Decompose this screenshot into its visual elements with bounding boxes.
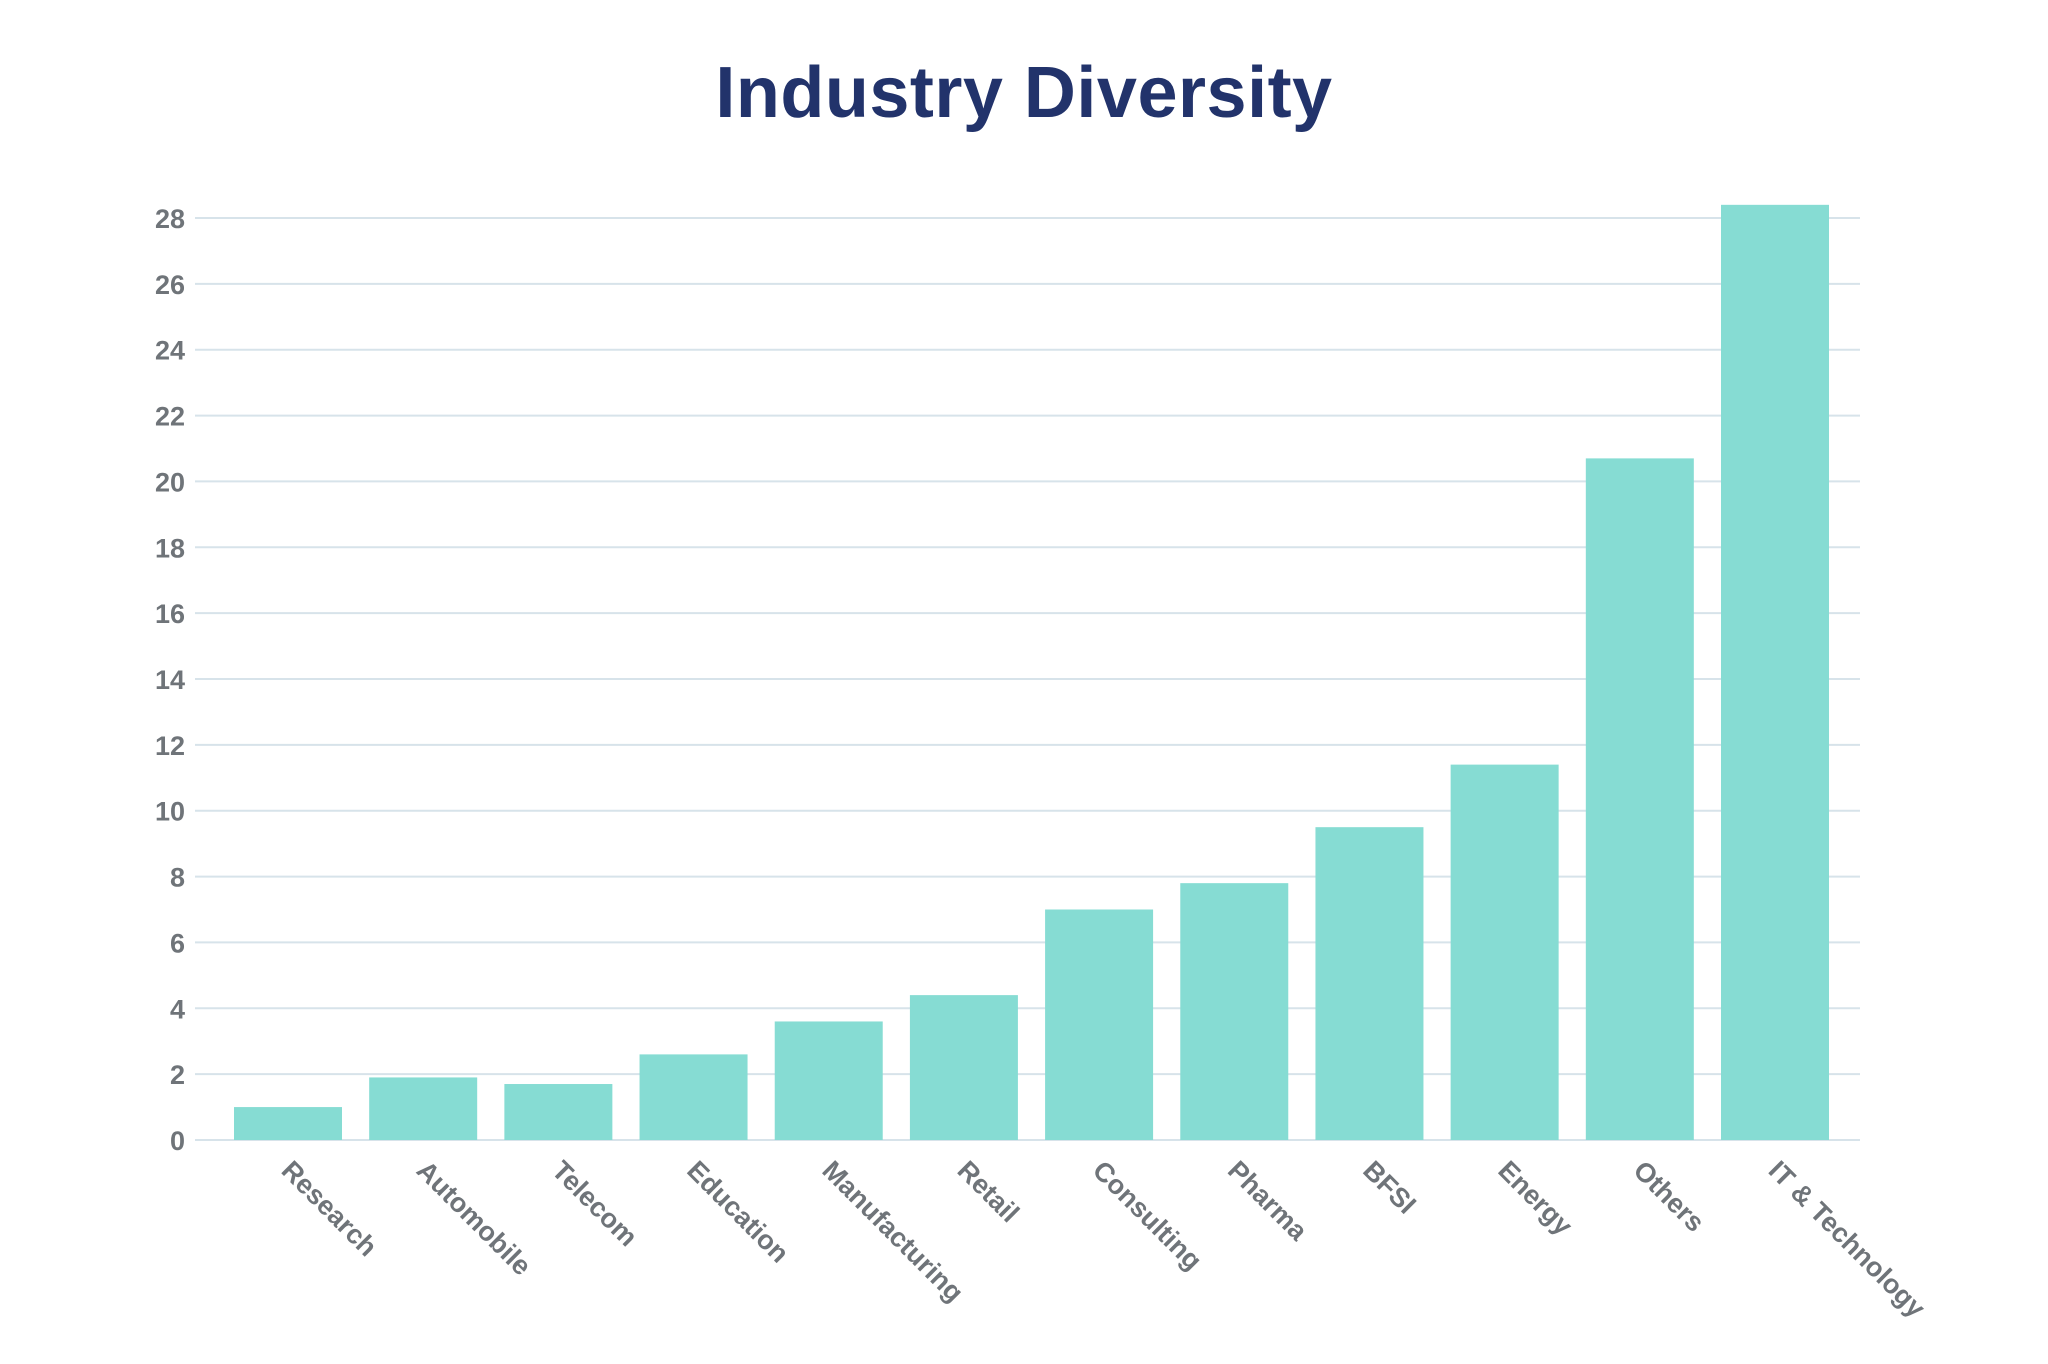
bar [1721, 204, 1829, 1141]
bar [1315, 827, 1424, 1140]
y-tick-label: 24 [155, 336, 185, 366]
x-tick-label: Manufacturing [816, 1155, 969, 1308]
bar [1045, 909, 1154, 1140]
x-tick-label: Education [681, 1155, 795, 1269]
y-tick-label: 18 [155, 533, 185, 563]
y-tick-label: 22 [155, 402, 185, 432]
x-tick-label: Telecom [546, 1155, 643, 1252]
gridlines [195, 217, 1860, 1141]
y-tick-label: 8 [170, 863, 185, 893]
x-tick-label: Energy [1492, 1155, 1578, 1241]
x-tick-label: Research [276, 1155, 383, 1262]
bar [504, 1084, 613, 1140]
bars [234, 204, 1829, 1141]
bar [774, 1021, 883, 1140]
y-tick-label: 12 [155, 731, 185, 761]
chart-title: Industry Diversity [715, 53, 1333, 133]
y-tick-label: 2 [170, 1060, 185, 1090]
x-axis-ticks: Research Automobile Telecom Education Manufa… [276, 1155, 1931, 1323]
x-tick-label: Others [1628, 1155, 1711, 1238]
y-tick-label: 14 [155, 665, 185, 695]
x-tick-label: Pharma [1222, 1155, 1314, 1247]
y-tick-label: 28 [155, 204, 185, 234]
x-tick-label: Automobile [411, 1155, 537, 1281]
x-tick-label: IT & Technology [1763, 1155, 1931, 1323]
y-tick-label: 16 [155, 599, 185, 629]
y-tick-label: 6 [170, 928, 185, 958]
y-tick-label: 10 [155, 797, 185, 827]
y-tick-label: 4 [170, 994, 185, 1024]
bar [1450, 764, 1559, 1140]
bar [909, 995, 1018, 1140]
bar [1585, 458, 1694, 1141]
x-tick-label: Retail [952, 1155, 1025, 1228]
bar [369, 1077, 478, 1140]
x-tick-label: BFSI [1357, 1155, 1422, 1220]
bar [639, 1054, 748, 1140]
y-tick-label: 0 [170, 1126, 185, 1156]
bar [1180, 883, 1289, 1140]
y-tick-label: 26 [155, 270, 185, 300]
y-tick-label: 20 [155, 467, 185, 497]
x-tick-label: Consulting [1087, 1155, 1208, 1276]
bar [234, 1107, 342, 1140]
